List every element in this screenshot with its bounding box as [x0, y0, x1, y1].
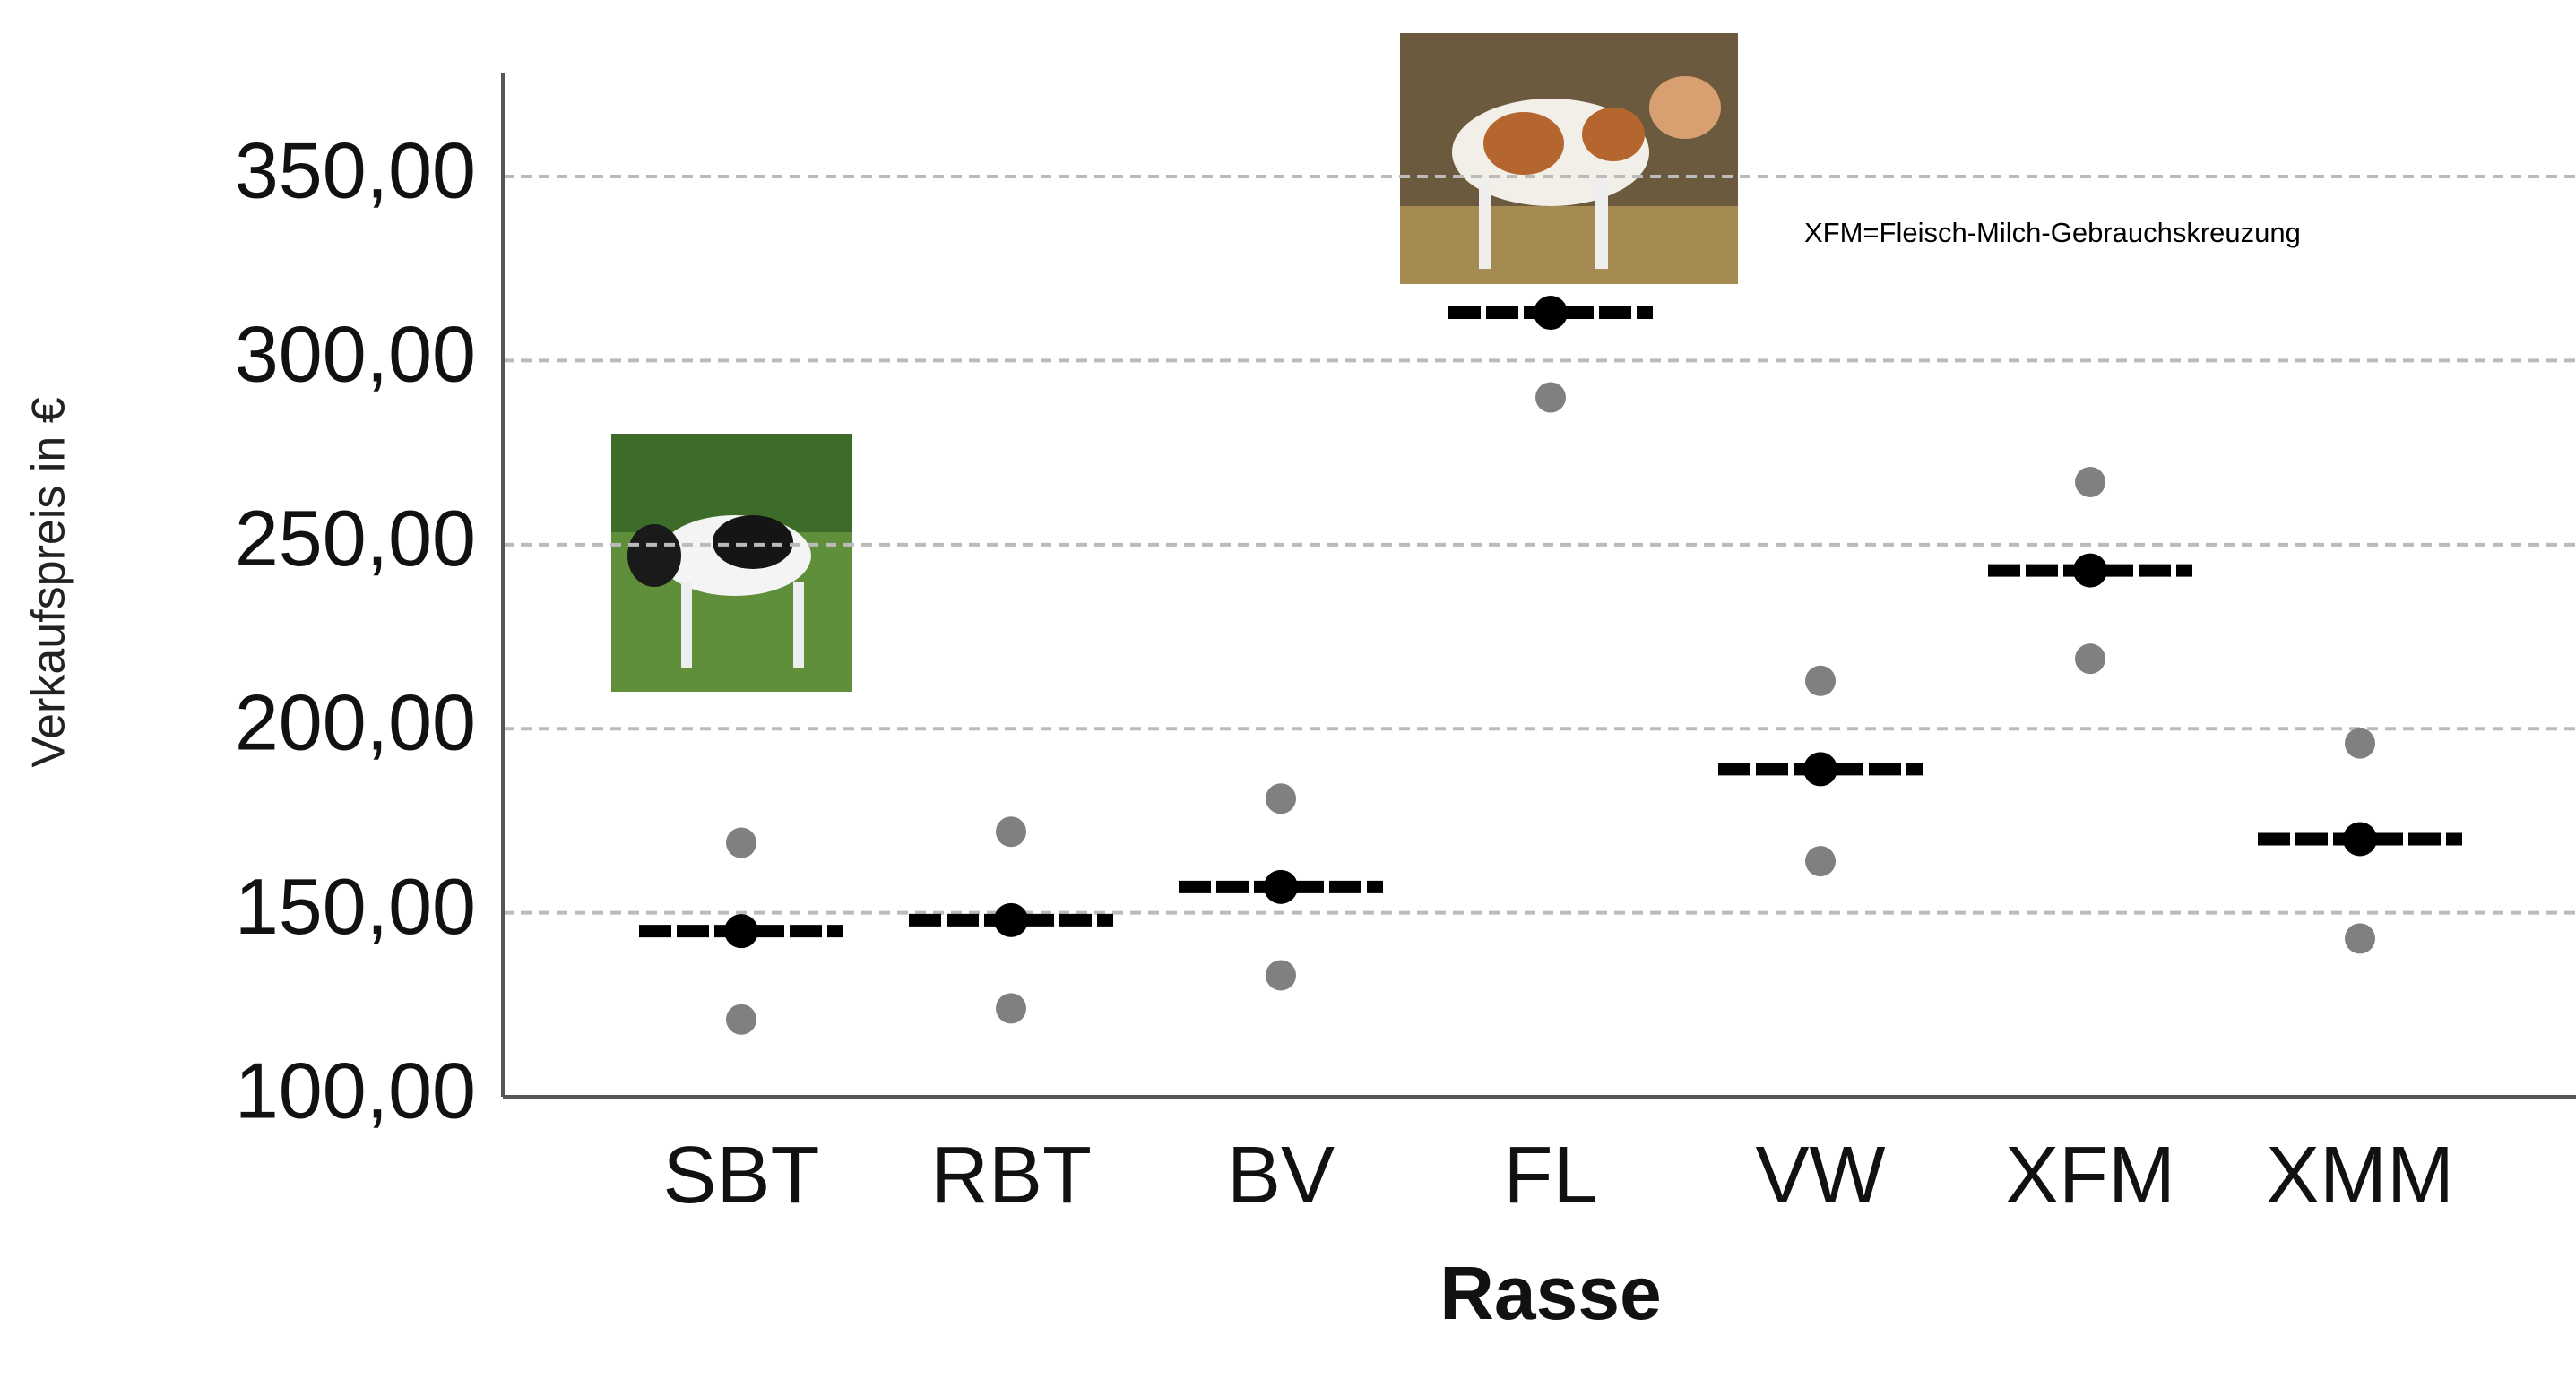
- mean-point: [994, 903, 1028, 937]
- x-tick-label: BV: [1227, 1131, 1335, 1220]
- x-tick-label: VW: [1756, 1131, 1886, 1220]
- range-point: [1266, 783, 1296, 814]
- range-point: [2345, 728, 2375, 759]
- range-point: [726, 828, 756, 858]
- y-tick-label: 200,00: [235, 677, 476, 766]
- y-tick-label: 350,00: [235, 125, 476, 214]
- range-point: [2075, 467, 2105, 497]
- x-tick-label: XFM: [2005, 1131, 2175, 1220]
- y-tick-label: 150,00: [235, 862, 476, 951]
- range-point: [1805, 846, 1836, 876]
- range-point: [996, 993, 1026, 1023]
- y-tick-label: 250,00: [235, 494, 476, 582]
- mean-point: [2073, 554, 2107, 588]
- mean-point: [724, 914, 758, 948]
- range-point: [726, 1004, 756, 1035]
- photo-fl: [1400, 33, 1738, 284]
- x-tick-label: XMM: [2266, 1131, 2454, 1220]
- annotation: XFM=Fleisch-Milch-Gebrauchskreuzung: [1804, 217, 2301, 248]
- photo-sbt: [611, 434, 852, 692]
- x-tick-label: FL: [1503, 1131, 1597, 1220]
- range-point: [1805, 666, 1836, 696]
- mean-point: [1534, 296, 1568, 330]
- y-tick-label: 100,00: [235, 1046, 476, 1134]
- range-point: [996, 816, 1026, 847]
- y-tick-label: 300,00: [235, 310, 476, 399]
- range-point: [1266, 960, 1296, 990]
- range-point: [2075, 643, 2105, 674]
- y-axis-title: Verkaufspreis in €: [23, 397, 75, 767]
- range-point: [1535, 382, 1566, 412]
- chart: XFM=Fleisch-Milch-Gebrauchskreuzung Verk…: [0, 0, 2576, 1379]
- x-axis-title: Rasse: [1439, 1251, 1662, 1335]
- mean-point: [1803, 752, 1837, 786]
- mean-point: [1264, 870, 1298, 904]
- x-tick-label: RBT: [930, 1131, 1092, 1220]
- x-tick-label: SBT: [662, 1131, 819, 1220]
- mean-point: [2343, 822, 2377, 856]
- range-point: [2345, 923, 2375, 953]
